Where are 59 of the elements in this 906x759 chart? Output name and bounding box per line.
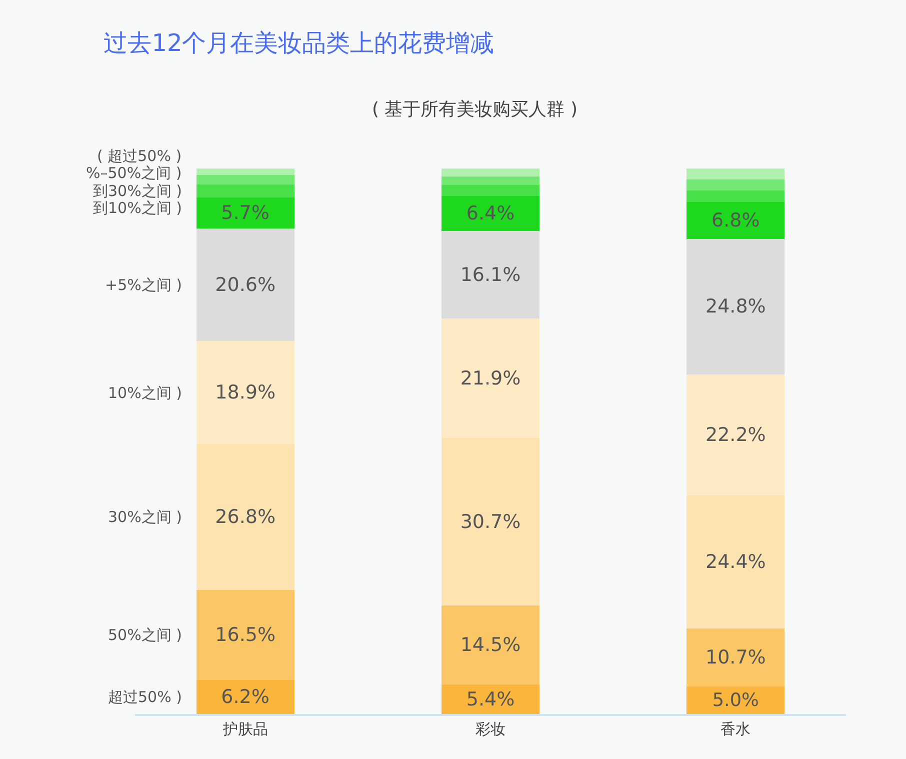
chart-subtitle: ( 基于所有美妆购买人群 ) <box>372 99 578 120</box>
data-label: 16.1% <box>460 264 521 286</box>
bar <box>686 202 785 240</box>
series-label: +5%之间 ) <box>105 276 182 294</box>
data-label: 6.2% <box>221 686 270 708</box>
series-label: 到10%之间 ) <box>93 199 182 217</box>
data-label: 5.0% <box>712 690 760 712</box>
data-label: 26.8% <box>215 506 276 528</box>
bar <box>441 196 540 231</box>
bar <box>686 180 785 191</box>
data-label: 6.4% <box>466 202 515 224</box>
series-label: 30%之间 ) <box>108 508 182 526</box>
series-label: 超过50% ) <box>108 688 182 706</box>
bar <box>686 168 785 180</box>
series-label: 10%之间 ) <box>108 384 182 402</box>
data-label: 10.7% <box>705 646 766 669</box>
series-label: 50%之间 ) <box>108 626 182 644</box>
bar <box>196 341 294 444</box>
series-label: %–50%之间 ) <box>86 164 182 182</box>
data-label: 14.5% <box>460 634 521 656</box>
bar <box>196 228 294 342</box>
chart-title: 过去12个月在美妆品类上的花费增减 <box>104 28 494 57</box>
bar <box>686 628 785 687</box>
bar <box>441 605 540 685</box>
bar <box>441 230 540 319</box>
x-tick-label: 香水 <box>720 720 751 738</box>
x-tick-label: 护肤品 <box>222 720 268 738</box>
bar <box>441 176 540 186</box>
data-label: 24.4% <box>705 550 766 573</box>
data-label: 30.7% <box>460 510 521 533</box>
x-tick-label: 彩妆 <box>476 720 506 738</box>
bar <box>441 684 540 714</box>
bar <box>196 184 294 198</box>
bar <box>686 190 785 202</box>
series-label: ( 超过50% ) <box>97 147 182 165</box>
bar <box>196 198 294 229</box>
bar <box>441 168 540 176</box>
bar <box>196 590 294 680</box>
data-label: 24.8% <box>705 296 766 318</box>
data-label: 6.8% <box>712 210 760 232</box>
bar <box>196 444 294 590</box>
data-label: 16.5% <box>215 624 276 646</box>
data-label: 21.9% <box>460 367 521 390</box>
bar <box>441 318 540 438</box>
series-label: 到30%之间 ) <box>93 182 182 200</box>
bar <box>686 686 785 714</box>
bar <box>196 175 294 185</box>
bar <box>441 185 540 196</box>
data-label: 20.6% <box>215 274 276 296</box>
data-label: 5.4% <box>466 688 515 710</box>
bar <box>686 374 785 496</box>
bar <box>196 168 294 176</box>
data-label: 22.2% <box>705 424 766 446</box>
bar <box>686 239 785 374</box>
bar <box>196 680 294 714</box>
bar <box>441 438 540 606</box>
data-label: 5.7% <box>221 202 270 224</box>
bar <box>686 495 785 628</box>
data-label: 18.9% <box>215 382 276 404</box>
